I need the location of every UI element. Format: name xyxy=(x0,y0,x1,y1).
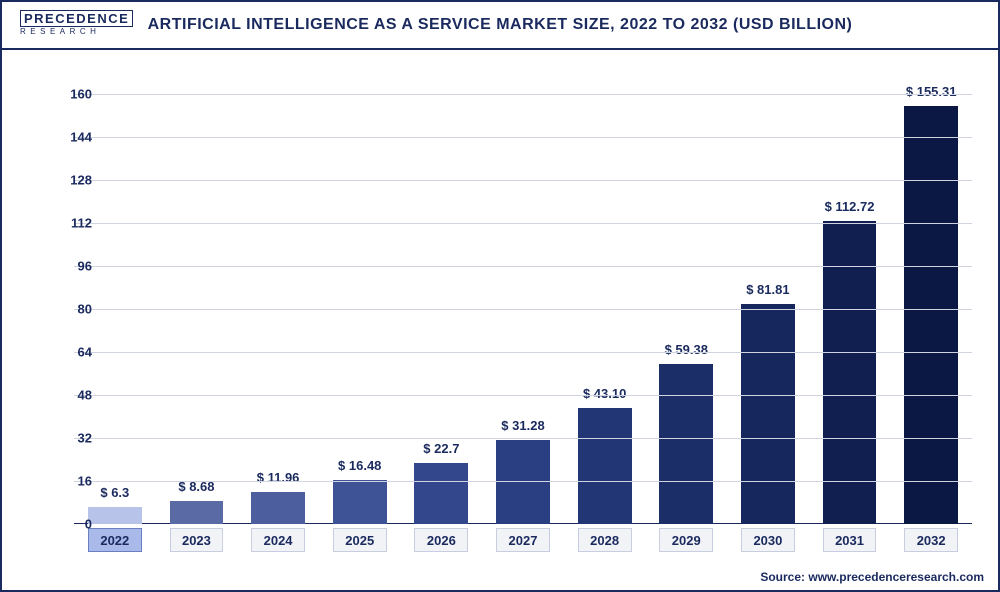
y-tick-label: 112 xyxy=(52,215,92,230)
grid-line xyxy=(74,223,972,224)
bar: $ 22.7 xyxy=(414,463,468,524)
y-tick-label: 144 xyxy=(52,129,92,144)
bar-value-label: $ 81.81 xyxy=(730,282,805,297)
logo-bottom: RESEARCH xyxy=(20,28,133,36)
grid-line xyxy=(74,352,972,353)
bar-fill xyxy=(333,480,387,524)
bar: $ 155.31 xyxy=(904,106,958,524)
bar-fill xyxy=(88,507,142,524)
grid-line xyxy=(74,180,972,181)
bar-fill xyxy=(414,463,468,524)
bars-container: $ 6.3 $ 8.68 $ 11.96 $ 16.48 $ 22.7 $ 31.28 $ … xyxy=(74,72,972,524)
grid-line xyxy=(74,481,972,482)
bar-fill xyxy=(578,408,632,524)
x-category-label: 2031 xyxy=(823,528,877,552)
y-tick-label: 64 xyxy=(52,344,92,359)
y-tick-label: 128 xyxy=(52,172,92,187)
grid-line xyxy=(74,438,972,439)
x-axis-labels: 2022 2023 2024 2025 2026 2027 2028 2029 2030 2031… xyxy=(74,528,972,558)
y-tick-label: 32 xyxy=(52,430,92,445)
bar-fill xyxy=(251,492,305,524)
bar-value-label: $ 31.28 xyxy=(485,418,560,433)
bar: $ 16.48 xyxy=(333,480,387,524)
grid-line xyxy=(74,266,972,267)
x-category-label: 2032 xyxy=(904,528,958,552)
bar-value-label: $ 16.48 xyxy=(322,458,397,473)
x-category-label: 2025 xyxy=(333,528,387,552)
x-category-label: 2023 xyxy=(170,528,224,552)
bar-fill xyxy=(170,501,224,524)
bar-value-label: $ 59.38 xyxy=(649,342,724,357)
header: PRECEDENCE RESEARCH ARTIFICIAL INTELLIGE… xyxy=(2,2,998,50)
logo: PRECEDENCE RESEARCH xyxy=(20,10,133,36)
bar-fill xyxy=(904,106,958,524)
bar: $ 6.3 xyxy=(88,507,142,524)
logo-top: PRECEDENCE xyxy=(20,10,133,27)
y-tick-label: 48 xyxy=(52,387,92,402)
bar-value-label: $ 112.72 xyxy=(812,199,887,214)
x-category-label: 2027 xyxy=(496,528,550,552)
x-category-label: 2030 xyxy=(741,528,795,552)
grid-line xyxy=(74,94,972,95)
bar-value-label: $ 22.7 xyxy=(404,441,479,456)
bar-fill xyxy=(659,364,713,524)
bar: $ 81.81 xyxy=(741,304,795,524)
bar-value-label: $ 155.31 xyxy=(893,84,968,99)
y-tick-label: 16 xyxy=(52,473,92,488)
bar: $ 59.38 xyxy=(659,364,713,524)
x-category-label: 2026 xyxy=(414,528,468,552)
y-tick-label: 80 xyxy=(52,301,92,316)
x-category-label: 2024 xyxy=(251,528,305,552)
source-attribution: Source: www.precedenceresearch.com xyxy=(760,570,984,584)
bar-value-label: $ 11.96 xyxy=(240,470,315,485)
plot-area: $ 6.3 $ 8.68 $ 11.96 $ 16.48 $ 22.7 $ 31.28 $ … xyxy=(74,72,972,524)
bar-fill xyxy=(741,304,795,524)
x-category-label: 2029 xyxy=(659,528,713,552)
y-tick-label: 96 xyxy=(52,258,92,273)
bar: $ 11.96 xyxy=(251,492,305,524)
chart-title: ARTIFICIAL INTELLIGENCE AS A SERVICE MAR… xyxy=(16,16,984,34)
bar-value-label: $ 43.10 xyxy=(567,386,642,401)
grid-line xyxy=(74,309,972,310)
grid-line xyxy=(74,395,972,396)
bar: $ 43.10 xyxy=(578,408,632,524)
x-category-label: 2022 xyxy=(88,528,142,552)
grid-line xyxy=(74,137,972,138)
bar: $ 8.68 xyxy=(170,501,224,524)
y-tick-label: 160 xyxy=(52,86,92,101)
y-tick-label: 0 xyxy=(52,517,92,532)
x-category-label: 2028 xyxy=(578,528,632,552)
